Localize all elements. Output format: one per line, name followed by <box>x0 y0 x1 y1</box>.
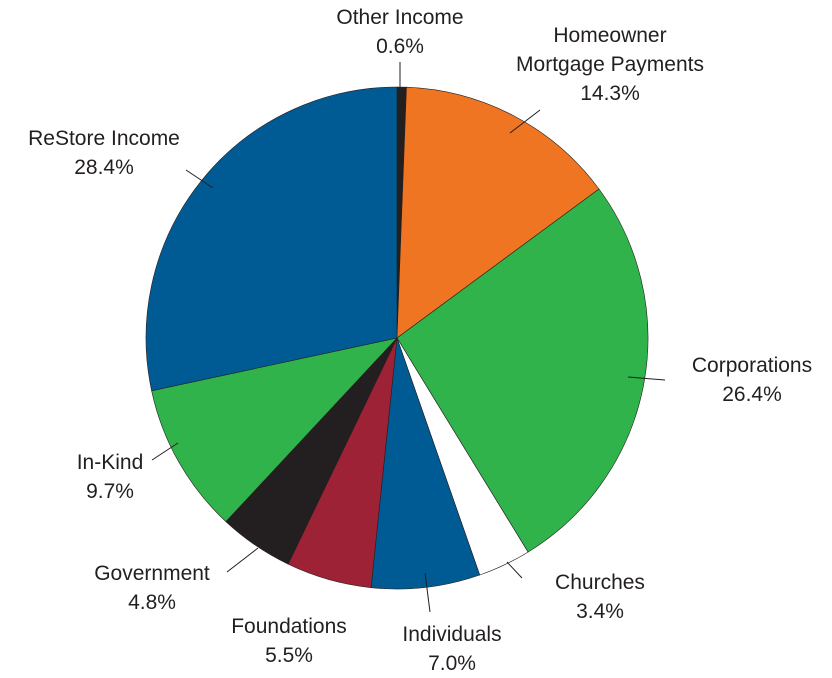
slice-value-label: 14.3% <box>580 82 640 105</box>
slice-label-homeowner-mortgage-payments: Homeowner Mortgage Payments 14.3% <box>516 24 704 105</box>
slice-value-label: 5.5% <box>265 644 313 667</box>
pie-slice-individuals <box>370 337 481 590</box>
slice-label-restore-income: ReStore Income 28.4% <box>28 127 180 179</box>
slice-name-label: In-Kind <box>77 451 144 474</box>
pie-slice-corporations <box>396 188 649 553</box>
slice-name-label: Government <box>94 562 210 585</box>
leader-line-individuals <box>424 572 431 613</box>
slice-value-label: 7.0% <box>428 652 476 675</box>
slice-label-other-income: Other Income 0.6% <box>336 6 463 58</box>
pie-slices <box>145 86 649 590</box>
slice-value-label: 26.4% <box>722 383 782 406</box>
slice-value-label: 4.8% <box>128 591 176 614</box>
slice-value-label: 3.4% <box>576 600 624 623</box>
slice-name-label: Foundations <box>231 615 347 638</box>
slice-name-label: Homeowner <box>553 24 666 47</box>
slice-name-label: Corporations <box>692 354 812 377</box>
leader-line-in-kind <box>151 442 179 461</box>
slice-value-label: 9.7% <box>86 480 134 503</box>
slice-label-foundations: Foundations 5.5% <box>231 615 347 667</box>
slice-name-label: Individuals <box>402 623 501 646</box>
leader-line-government <box>226 547 259 573</box>
slice-name-label: ReStore Income <box>28 127 180 150</box>
pie-slice-in-kind <box>151 337 398 523</box>
slice-label-churches: Churches 3.4% <box>555 571 645 623</box>
pie-slice-restore-income <box>145 86 398 392</box>
slice-label-corporations: Corporations 26.4% <box>692 354 812 406</box>
slice-labels: Other Income 0.6% Homeowner Mortgage Paymen… <box>28 6 812 675</box>
leader-line-homeowner-mortgage-payments <box>509 109 541 134</box>
leader-line-restore-income <box>185 169 214 189</box>
slice-value-label: 28.4% <box>74 156 134 179</box>
slice-label-in-kind: In-Kind 9.7% <box>77 451 144 503</box>
slice-label-government: Government 4.8% <box>94 562 210 614</box>
leader-line-churches <box>506 561 523 579</box>
slice-value-label: 0.6% <box>376 35 424 58</box>
pie-slice-homeowner-mortgage-payments <box>396 86 600 339</box>
slice-name-label: Other Income <box>336 6 463 29</box>
slice-name-label: Mortgage Payments <box>516 53 704 76</box>
leader-lines <box>151 62 666 613</box>
leader-line-corporations <box>627 376 666 381</box>
slice-label-individuals: Individuals 7.0% <box>402 623 501 675</box>
slice-name-label: Churches <box>555 571 645 594</box>
